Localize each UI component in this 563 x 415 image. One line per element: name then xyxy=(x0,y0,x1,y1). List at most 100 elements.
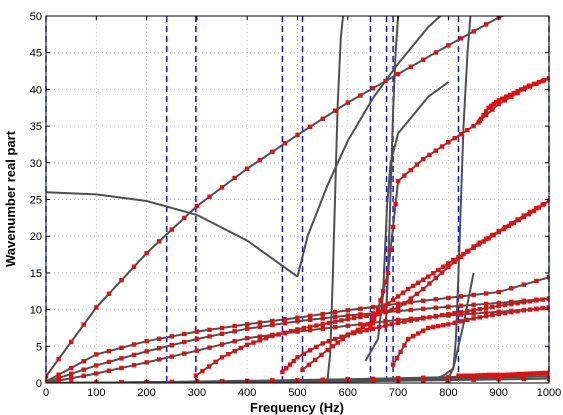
data-point-marker xyxy=(400,290,406,295)
data-point-marker xyxy=(169,227,174,232)
data-point-marker xyxy=(411,283,416,289)
data-point-marker xyxy=(219,342,225,347)
data-point-marker xyxy=(395,294,401,299)
data-point-marker xyxy=(207,334,212,339)
data-point-marker xyxy=(482,372,488,378)
data-point-marker xyxy=(431,271,436,276)
data-point-marker xyxy=(421,298,426,303)
data-point-marker xyxy=(270,322,275,328)
data-point-marker xyxy=(421,306,426,312)
data-point-marker xyxy=(385,301,391,306)
data-point-marker xyxy=(157,336,162,341)
data-point-marker xyxy=(481,112,486,118)
data-point-marker xyxy=(144,339,149,344)
data-point-marker xyxy=(509,221,514,226)
data-point-marker xyxy=(421,156,426,162)
data-point-marker xyxy=(531,81,537,87)
data-point-marker xyxy=(388,247,393,253)
data-point-marker xyxy=(301,351,306,356)
data-point-marker xyxy=(471,373,476,378)
data-point-marker xyxy=(106,348,112,354)
data-point-marker xyxy=(46,380,49,383)
data-point-marker xyxy=(452,320,457,325)
data-point-marker xyxy=(458,303,464,308)
data-point-marker xyxy=(251,340,256,345)
data-point-marker xyxy=(458,294,464,299)
x-tick-label: 200 xyxy=(137,387,155,399)
data-point-marker xyxy=(515,89,520,94)
y-tick-label: 45 xyxy=(30,48,42,60)
data-point-marker xyxy=(207,194,212,199)
data-point-marker xyxy=(441,264,446,269)
data-point-marker xyxy=(546,296,549,301)
data-point-marker xyxy=(546,305,549,310)
data-point-marker xyxy=(394,356,399,361)
data-point-marker xyxy=(295,319,300,324)
data-point-marker xyxy=(194,348,200,353)
y-tick-label: 10 xyxy=(30,305,42,317)
data-point-marker xyxy=(458,254,464,259)
data-point-marker xyxy=(486,236,491,241)
data-point-marker xyxy=(511,90,516,96)
data-point-marker xyxy=(416,331,421,336)
data-point-marker xyxy=(207,345,212,350)
data-point-marker xyxy=(320,311,325,317)
data-point-marker xyxy=(507,92,513,98)
data-point-marker xyxy=(284,366,289,371)
data-point-marker xyxy=(119,380,124,383)
data-point-marker xyxy=(56,375,61,381)
data-point-marker xyxy=(502,98,508,103)
data-point-marker xyxy=(232,323,237,329)
data-point-marker xyxy=(421,286,426,292)
x-tick-label: 600 xyxy=(339,387,357,399)
data-point-marker xyxy=(358,314,363,320)
data-point-marker xyxy=(502,310,508,316)
data-point-marker xyxy=(169,380,174,383)
data-point-marker xyxy=(383,309,388,314)
data-point-marker xyxy=(56,378,61,383)
data-point-marker xyxy=(182,215,187,221)
data-point-marker xyxy=(452,310,457,316)
data-point-marker xyxy=(226,352,231,357)
data-point-marker xyxy=(270,379,275,383)
data-point-marker xyxy=(282,321,288,326)
data-point-marker xyxy=(491,233,496,238)
data-point-marker xyxy=(335,340,340,345)
dispersion-curve xyxy=(364,81,449,362)
y-axis-ticks: 0 5 10 15 20 25 30 35 40 45 50 xyxy=(30,11,549,390)
data-point-marker xyxy=(490,107,495,112)
data-point-marker xyxy=(406,286,411,292)
data-point-marker xyxy=(509,286,514,291)
data-point-marker xyxy=(522,85,528,90)
data-point-marker xyxy=(270,318,275,324)
data-point-marker xyxy=(94,305,99,310)
data-point-marker xyxy=(368,325,373,331)
data-point-marker xyxy=(427,281,432,286)
data-point-marker xyxy=(501,372,506,378)
data-point-marker xyxy=(157,357,162,362)
data-point-marker xyxy=(426,274,431,279)
data-point-marker xyxy=(502,302,508,308)
data-point-marker xyxy=(320,379,325,383)
data-point-marker xyxy=(383,303,388,308)
data-point-marker xyxy=(509,372,514,377)
data-point-marker xyxy=(414,317,420,322)
data-point-marker xyxy=(351,315,357,321)
data-point-marker xyxy=(245,322,250,327)
data-point-marker xyxy=(398,349,403,354)
data-point-marker xyxy=(390,297,396,303)
data-point-marker xyxy=(245,166,250,171)
data-point-marker xyxy=(511,220,516,226)
data-point-marker xyxy=(461,251,466,257)
x-axis-ticks: 0 100 200 300 400 500 600 700 800 900 1000 xyxy=(43,16,561,399)
x-axis-label: Frequency (Hz) xyxy=(250,400,344,415)
data-point-marker xyxy=(408,167,413,173)
data-point-marker xyxy=(395,71,401,77)
data-point-marker xyxy=(395,308,401,314)
data-point-marker xyxy=(339,318,344,323)
data-point-marker xyxy=(506,223,511,229)
data-point-marker xyxy=(505,372,510,377)
data-point-marker xyxy=(194,336,200,342)
data-point-marker xyxy=(257,320,262,325)
